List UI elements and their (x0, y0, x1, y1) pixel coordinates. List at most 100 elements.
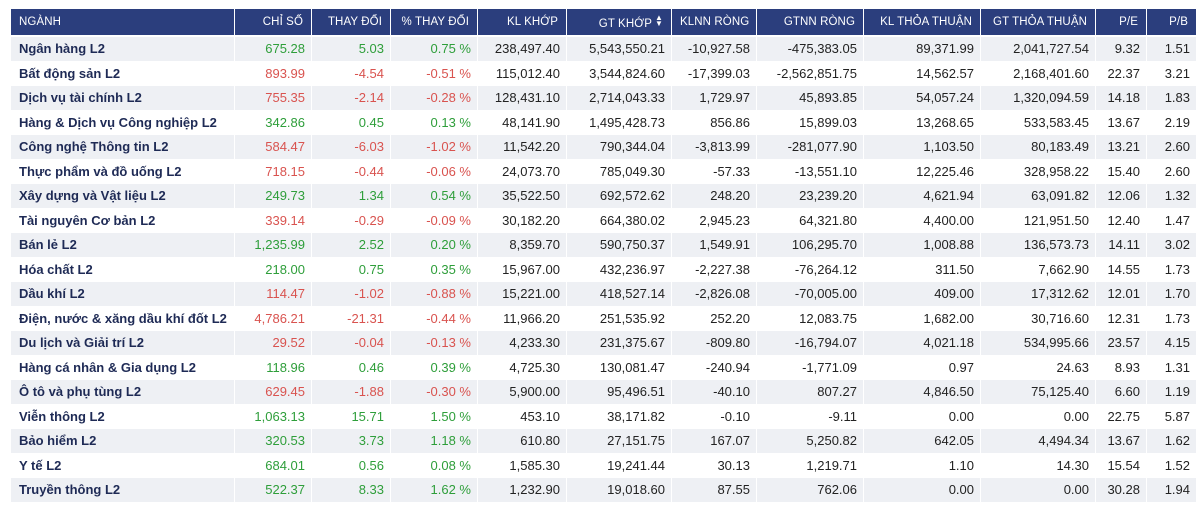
volume-cell: 1,585.30 (478, 453, 567, 478)
table-row[interactable]: Ngân hàng L2 675.28 5.03 0.75 % 238,497.40 5,… (11, 35, 1196, 62)
change-cell: -2.14 (312, 86, 391, 111)
sort-icon[interactable]: ▲ ▼ (654, 12, 663, 28)
value-cell: 130,081.47 (567, 355, 672, 380)
foreign-net-value-cell: 762.06 (757, 478, 864, 503)
table-row[interactable]: Xây dựng và Vật liệu L2 249.73 1.34 0.54 % 3… (11, 184, 1196, 209)
header-deal-volume[interactable]: KL THỎA THUẬN (864, 9, 981, 35)
table-row[interactable]: Hàng & Dịch vụ Công nghiệp L2 342.86 0.45 0… (11, 110, 1196, 135)
sector-cell[interactable]: Hàng & Dịch vụ Công nghiệp L2 (11, 110, 235, 135)
value-cell: 790,344.04 (567, 135, 672, 160)
value-cell: 95,496.51 (567, 380, 672, 405)
deal-value-cell: 121,951.50 (981, 208, 1096, 233)
foreign-net-value-cell: 12,083.75 (757, 306, 864, 331)
sector-cell[interactable]: Bảo hiểm L2 (11, 429, 235, 454)
foreign-net-value-cell: -475,383.05 (757, 35, 864, 62)
sector-cell[interactable]: Hàng cá nhân & Gia dụng L2 (11, 355, 235, 380)
index-cell: 339.14 (235, 208, 312, 233)
value-cell: 1,495,428.73 (567, 110, 672, 135)
header-pe[interactable]: P/E (1096, 9, 1147, 35)
index-cell: 1,063.13 (235, 404, 312, 429)
value-cell: 19,241.44 (567, 453, 672, 478)
deal-volume-cell: 4,400.00 (864, 208, 981, 233)
table-row[interactable]: Viễn thông L2 1,063.13 15.71 1.50 % 453.10 38… (11, 404, 1196, 429)
index-cell: 114.47 (235, 282, 312, 307)
sector-cell[interactable]: Y tế L2 (11, 453, 235, 478)
table-row[interactable]: Ô tô và phụ tùng L2 629.45 -1.88 -0.30 % 5,9… (11, 380, 1196, 405)
sector-cell[interactable]: Công nghệ Thông tin L2 (11, 135, 235, 160)
value-cell: 38,171.82 (567, 404, 672, 429)
volume-cell: 610.80 (478, 429, 567, 454)
sector-cell[interactable]: Bán lẻ L2 (11, 233, 235, 258)
deal-value-cell: 328,958.22 (981, 159, 1096, 184)
table-row[interactable]: Tài nguyên Cơ bản L2 339.14 -0.29 -0.09 % 30… (11, 208, 1196, 233)
header-index[interactable]: CHỈ SỐ (235, 9, 312, 35)
sector-cell[interactable]: Tài nguyên Cơ bản L2 (11, 208, 235, 233)
pct-change-cell: 0.39 % (391, 355, 478, 380)
sector-cell[interactable]: Hóa chất L2 (11, 257, 235, 282)
table-row[interactable]: Thực phẩm và đồ uống L2 718.15 -0.44 -0.06 … (11, 159, 1196, 184)
header-deal-value[interactable]: GT THỎA THUẬN (981, 9, 1096, 35)
sector-cell[interactable]: Điện, nước & xăng dầu khí đốt L2 (11, 306, 235, 331)
deal-value-cell: 2,041,727.54 (981, 35, 1096, 62)
table-row[interactable]: Bất động sản L2 893.99 -4.54 -0.51 % 115,012… (11, 61, 1196, 86)
pct-change-cell: -0.06 % (391, 159, 478, 184)
deal-volume-cell: 409.00 (864, 282, 981, 307)
table-row[interactable]: Y tế L2 684.01 0.56 0.08 % 1,585.30 19,241.44… (11, 453, 1196, 478)
header-sector[interactable]: NGÀNH (11, 9, 235, 35)
table-row[interactable]: Truyền thông L2 522.37 8.33 1.62 % 1,232.90 1… (11, 478, 1196, 503)
pe-cell: 13.67 (1096, 110, 1147, 135)
foreign-net-volume-cell: -57.33 (672, 159, 757, 184)
header-value[interactable]: GT KHỚP▲ ▼ (567, 9, 672, 35)
sector-cell[interactable]: Bất động sản L2 (11, 61, 235, 86)
index-cell: 1,235.99 (235, 233, 312, 258)
pe-cell: 13.21 (1096, 135, 1147, 160)
header-pb[interactable]: P/B (1147, 9, 1196, 35)
sector-cell[interactable]: Du lịch và Giải trí L2 (11, 331, 235, 356)
foreign-net-value-cell: -70,005.00 (757, 282, 864, 307)
change-cell: -4.54 (312, 61, 391, 86)
header-volume[interactable]: KL KHỚP (478, 9, 567, 35)
table-row[interactable]: Dầu khí L2 114.47 -1.02 -0.88 % 15,221.00 418… (11, 282, 1196, 307)
sector-cell[interactable]: Dầu khí L2 (11, 282, 235, 307)
table-row[interactable]: Du lịch và Giải trí L2 29.52 -0.04 -0.13 % 4… (11, 331, 1196, 356)
header-change[interactable]: THAY ĐỔI (312, 9, 391, 35)
change-cell: 2.52 (312, 233, 391, 258)
sector-cell[interactable]: Thực phẩm và đồ uống L2 (11, 159, 235, 184)
sector-cell[interactable]: Truyền thông L2 (11, 478, 235, 503)
header-foreign-net-value[interactable]: GTNN RÒNG (757, 9, 864, 35)
index-cell: 584.47 (235, 135, 312, 160)
sector-cell[interactable]: Ô tô và phụ tùng L2 (11, 380, 235, 405)
pe-cell: 23.57 (1096, 331, 1147, 356)
sector-cell[interactable]: Dịch vụ tài chính L2 (11, 86, 235, 111)
table-row[interactable]: Công nghệ Thông tin L2 584.47 -6.03 -1.02 %… (11, 135, 1196, 160)
pb-cell: 1.62 (1147, 429, 1196, 454)
table-row[interactable]: Dịch vụ tài chính L2 755.35 -2.14 -0.28 % 12… (11, 86, 1196, 111)
table-row[interactable]: Bán lẻ L2 1,235.99 2.52 0.20 % 8,359.70 590,7… (11, 233, 1196, 258)
value-cell: 2,714,043.33 (567, 86, 672, 111)
sector-cell[interactable]: Xây dựng và Vật liệu L2 (11, 184, 235, 209)
sector-cell[interactable]: Viễn thông L2 (11, 404, 235, 429)
pct-change-cell: 1.62 % (391, 478, 478, 503)
foreign-net-value-cell: -16,794.07 (757, 331, 864, 356)
pe-cell: 12.01 (1096, 282, 1147, 307)
deal-value-cell: 4,494.34 (981, 429, 1096, 454)
sector-cell[interactable]: Ngân hàng L2 (11, 35, 235, 62)
volume-cell: 15,967.00 (478, 257, 567, 282)
deal-volume-cell: 0.00 (864, 404, 981, 429)
deal-volume-cell: 4,621.94 (864, 184, 981, 209)
change-cell: 1.34 (312, 184, 391, 209)
pct-change-cell: -0.28 % (391, 86, 478, 111)
pb-cell: 1.51 (1147, 35, 1196, 62)
foreign-net-value-cell: 15,899.03 (757, 110, 864, 135)
table-row[interactable]: Điện, nước & xăng dầu khí đốt L2 4,786.21… (11, 306, 1196, 331)
pe-cell: 9.32 (1096, 35, 1147, 62)
header-pct-change[interactable]: % THAY ĐỔI (391, 9, 478, 35)
deal-volume-cell: 12,225.46 (864, 159, 981, 184)
header-foreign-net-volume[interactable]: KLNN RÒNG (672, 9, 757, 35)
table-row[interactable]: Hàng cá nhân & Gia dụng L2 118.96 0.46 0.39… (11, 355, 1196, 380)
foreign-net-volume-cell: 1,549.91 (672, 233, 757, 258)
index-cell: 320.53 (235, 429, 312, 454)
table-row[interactable]: Bảo hiểm L2 320.53 3.73 1.18 % 610.80 27,151.… (11, 429, 1196, 454)
table-row[interactable]: Hóa chất L2 218.00 0.75 0.35 % 15,967.00 432,… (11, 257, 1196, 282)
deal-volume-cell: 4,846.50 (864, 380, 981, 405)
